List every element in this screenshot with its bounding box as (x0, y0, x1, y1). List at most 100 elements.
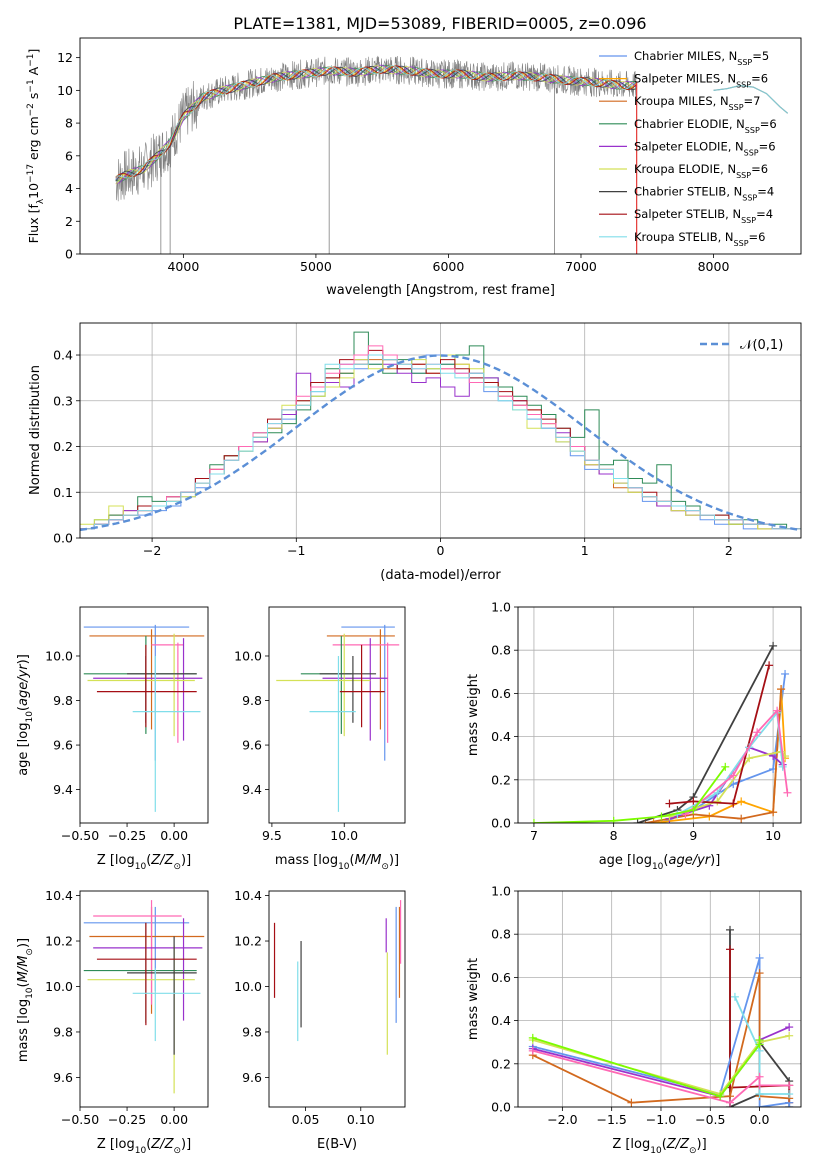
weight-marker (721, 762, 730, 771)
legend-label: Kroupa STELIB, NSSP=6 (634, 230, 765, 248)
y-tick-label: 8 (65, 116, 73, 131)
axes-age-vs-mass: 9.5 10.0 9.4 9.6 9.8 10.0 mass [log10(M/M⊙)] (234, 606, 406, 872)
y-tick-label: 9.8 (242, 693, 262, 708)
x-tick-label: 8000 (698, 259, 730, 274)
plot-area-spectrum (115, 55, 789, 254)
plot-area-residuals (80, 331, 801, 532)
y-tick-label: 2 (65, 214, 73, 229)
errorbar-point-2 (93, 900, 182, 1005)
y-axis-label: mass weight (466, 958, 481, 1040)
x-axis-label: Z [log10(Z/Z⊙)] (97, 1137, 191, 1156)
errorbar-point-1 (326, 629, 395, 730)
y-tick-label: 4 (65, 181, 73, 196)
errorbar-point-5 (276, 633, 371, 737)
axes-mass-vs-ebv: 0.05 0.10 9.6 9.8 10.0 10.2 10.4 E(B-V) (234, 888, 406, 1152)
x-axis-label: mass [log10(M/M⊙)] (275, 853, 399, 872)
weight-line-1 (653, 689, 786, 823)
axes-weight-vs-age: 7 8 9 10 0.0 0.2 0.4 0.6 0.8 1.0 age [log10(age/yr… (466, 600, 802, 872)
x-tick-label: 2 (725, 543, 733, 558)
weight-marker (745, 754, 754, 763)
x-tick-label: 0 (437, 543, 445, 558)
y-tick-label: 10 (57, 83, 73, 98)
weight-marker (665, 799, 674, 808)
weight-marker (769, 641, 778, 650)
axes-age-vs-Z: −0.50 −0.25 0.00 9.4 9.6 9.8 10.0 Z [log10(Z/Z⊙… (16, 606, 209, 872)
errorbar-point-7 (339, 644, 385, 728)
model-line-6 (115, 65, 637, 182)
x-tick-label: 8 (610, 828, 618, 843)
weight-marker (528, 1046, 537, 1055)
plot-area-weight-vs-Z (528, 925, 794, 1107)
y-tick-label: 0.3 (53, 393, 73, 408)
plot-area-mass-vs-ebv (273, 900, 402, 1055)
y-tick-label: 0.8 (491, 927, 511, 942)
x-tick-label: 5000 (300, 259, 332, 274)
plot-area-mass-vs-Z (83, 900, 205, 1094)
weight-marker (785, 1103, 794, 1107)
weight-marker (755, 969, 764, 978)
y-tick-label: 0.1 (53, 485, 73, 500)
axes-frame (268, 890, 406, 1108)
weight-marker (730, 992, 739, 1001)
x-axis-label: (data-model)/error (380, 568, 501, 583)
weight-marker (713, 788, 722, 797)
legend-label: Salpeter ELODIE, NSSP=6 (634, 139, 776, 157)
x-tick-label: 6000 (433, 259, 465, 274)
weight-marker (689, 797, 698, 806)
weight-marker (755, 1081, 764, 1090)
weight-marker (529, 819, 538, 823)
y-tick-label: 0.0 (491, 816, 511, 831)
x-tick-label: 4000 (167, 259, 199, 274)
axes-frame (79, 606, 209, 824)
y-tick-label: 9.6 (242, 738, 262, 753)
weight-marker (785, 1023, 794, 1032)
plot-area-age-vs-mass (276, 624, 400, 812)
errorbar-point-4 (93, 638, 203, 741)
weight-marker (633, 819, 642, 823)
weight-marker (753, 728, 762, 737)
errorbar-point-0 (341, 624, 395, 761)
x-tick-label: −0.25 (108, 828, 146, 843)
weight-marker (737, 814, 746, 823)
normal-curve (80, 354, 801, 532)
weight-marker (765, 661, 774, 670)
axes-frame (79, 890, 209, 1108)
y-tick-label: 0.0 (53, 531, 73, 546)
legend-label: Salpeter MILES, NSSP=6 (634, 72, 768, 90)
y-tick-label: 9.6 (242, 1070, 262, 1085)
x-tick-label: −1 (287, 543, 305, 558)
axes-frame (268, 606, 406, 824)
y-tick-label: 9.4 (53, 782, 73, 797)
axes-frame (517, 890, 802, 1108)
y-tick-label: 0.4 (491, 729, 511, 744)
x-tick-label: 10.0 (330, 828, 358, 843)
weight-marker (778, 762, 787, 771)
weight-marker (657, 812, 666, 821)
x-tick-label: 9.5 (262, 828, 282, 843)
y-axis-label: mass [log10(M/M⊙)] (16, 938, 35, 1062)
model-line-5 (115, 65, 637, 185)
model-line-8 (115, 65, 637, 179)
legend-spectrum: Chabrier MILES, NSSP=5 Salpeter MILES, NS… (599, 49, 777, 247)
x-axis-label: age [log10(age/yr)] (599, 853, 721, 872)
weight-marker (755, 953, 764, 962)
weight-marker (769, 808, 778, 817)
y-tick-label: 10.0 (234, 648, 262, 663)
errorbar-point-8 (132, 968, 201, 1042)
errorbar-point-7 (96, 922, 197, 1026)
y-tick-label: 6 (65, 148, 73, 163)
weight-marker (755, 1036, 764, 1045)
weight-marker (781, 669, 790, 678)
weight-marker (609, 816, 618, 823)
axes-frame (79, 322, 802, 539)
errorbar-point-5 (87, 633, 195, 737)
weight-marker (783, 788, 792, 797)
x-tick-label: −2.0 (547, 1112, 577, 1127)
y-tick-label: 0.2 (491, 772, 511, 787)
legend-label: Chabrier MILES, NSSP=5 (634, 49, 769, 67)
legend-label: Chabrier ELODIE, NSSP=6 (634, 117, 777, 135)
histogram-7 (80, 354, 801, 530)
errorbar-point-8 (309, 655, 356, 812)
x-tick-label: 9 (689, 828, 697, 843)
